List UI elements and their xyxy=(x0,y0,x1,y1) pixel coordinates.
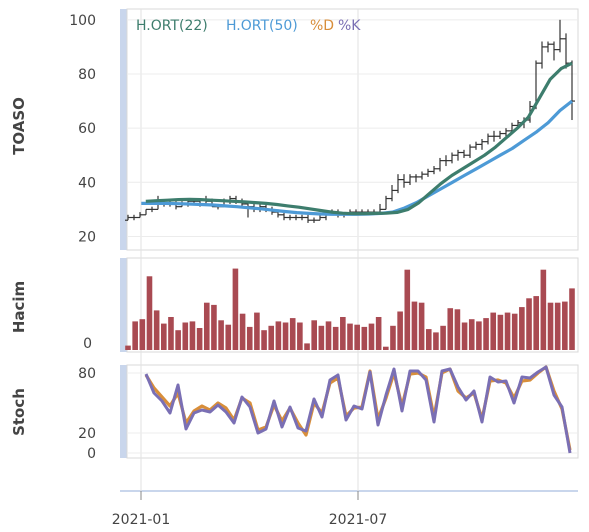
volume-bar xyxy=(125,345,131,350)
price-tick-label: 20 xyxy=(78,229,96,245)
volume-bar xyxy=(368,323,375,350)
volume-bar xyxy=(246,326,253,350)
ma22-line xyxy=(145,61,573,216)
volume-bar xyxy=(361,326,368,350)
volume-bar xyxy=(440,325,446,350)
volume-bar xyxy=(175,330,181,350)
volume-bar xyxy=(232,268,239,350)
volume-bar xyxy=(397,311,403,350)
stoch-tick-label: 80 xyxy=(78,366,96,382)
volume-bar xyxy=(261,330,267,350)
volume-bar xyxy=(547,302,554,350)
volume-bar xyxy=(325,321,332,350)
legend-item: %D xyxy=(310,18,334,34)
volume-bar xyxy=(139,319,146,350)
volume-bar xyxy=(433,332,439,350)
panel-frame xyxy=(126,257,579,353)
volume-bar xyxy=(168,316,174,350)
volume-bar xyxy=(354,324,360,350)
price-tick-label: 80 xyxy=(78,67,96,83)
panel-axis-bar xyxy=(120,365,127,458)
volume-bar xyxy=(239,313,246,350)
volume-bar xyxy=(332,326,339,350)
volume-bar xyxy=(146,276,153,350)
volume-bar xyxy=(519,307,525,350)
volume-tick-label: 0 xyxy=(83,336,92,352)
volume-bar xyxy=(461,322,468,350)
price-tick-label: 100 xyxy=(69,13,96,29)
volume-bar xyxy=(196,327,203,350)
volume-bar xyxy=(504,312,511,350)
volume-bar xyxy=(318,325,325,350)
panel-axis-bar xyxy=(120,258,127,352)
volume-bar xyxy=(225,324,232,350)
volume-bar xyxy=(447,308,454,350)
volume-bar xyxy=(304,343,310,350)
panel-title: Hacim xyxy=(10,281,28,333)
volume-bar xyxy=(347,323,353,350)
volume-bar xyxy=(476,321,482,350)
volume-bar xyxy=(182,322,189,350)
volume-bar xyxy=(454,309,461,350)
time-axis-label: 2021-01 xyxy=(112,512,171,528)
volume-bar xyxy=(161,323,167,350)
volume-bar xyxy=(497,314,504,350)
volume-bar xyxy=(211,304,217,350)
volume-bar xyxy=(483,318,489,350)
volume-bar xyxy=(383,346,389,350)
panel-frame xyxy=(126,364,579,459)
time-axis-label: 2021-07 xyxy=(329,512,388,528)
volume-bar xyxy=(282,322,289,350)
volume-bar xyxy=(203,302,210,350)
volume-bar xyxy=(189,321,196,350)
volume-bar xyxy=(569,288,575,350)
legend-item: H.ORT(50) xyxy=(226,18,298,34)
volume-bar xyxy=(490,312,497,350)
volume-bar xyxy=(254,312,260,350)
volume-bar xyxy=(468,319,475,350)
volume-bar xyxy=(340,316,346,350)
panel-axis-bar xyxy=(120,9,127,250)
volume-bar xyxy=(554,302,561,350)
volume-bar xyxy=(218,320,224,350)
legend-item: %K xyxy=(338,18,361,34)
volume-bar xyxy=(268,325,275,350)
volume-bar xyxy=(404,269,411,350)
volume-bar xyxy=(533,296,539,350)
volume-bar xyxy=(289,318,296,350)
volume-bar xyxy=(132,321,138,350)
price-tick-label: 60 xyxy=(78,121,96,137)
volume-bar xyxy=(275,321,282,350)
volume-bar xyxy=(540,269,547,350)
volume-bar xyxy=(418,302,425,350)
panel-title: Stoch xyxy=(10,388,28,436)
stoch-tick-label: 0 xyxy=(87,446,96,462)
volume-bar xyxy=(411,301,418,350)
stoch-k-line xyxy=(144,365,572,454)
volume-bar xyxy=(562,301,568,350)
volume-bar xyxy=(297,322,303,350)
price-tick-label: 40 xyxy=(78,175,96,191)
volume-bar xyxy=(311,320,317,350)
volume-bar xyxy=(526,298,532,350)
volume-bar xyxy=(425,329,432,350)
volume-bar xyxy=(390,325,396,350)
volume-bar xyxy=(511,313,518,350)
volume-bar xyxy=(375,316,382,350)
volume-bar xyxy=(153,310,160,350)
panel-title: TOASO xyxy=(10,97,28,155)
panel-frame xyxy=(126,8,579,251)
stoch-tick-label: 20 xyxy=(78,426,96,442)
legend-item: H.ORT(22) xyxy=(136,18,208,34)
